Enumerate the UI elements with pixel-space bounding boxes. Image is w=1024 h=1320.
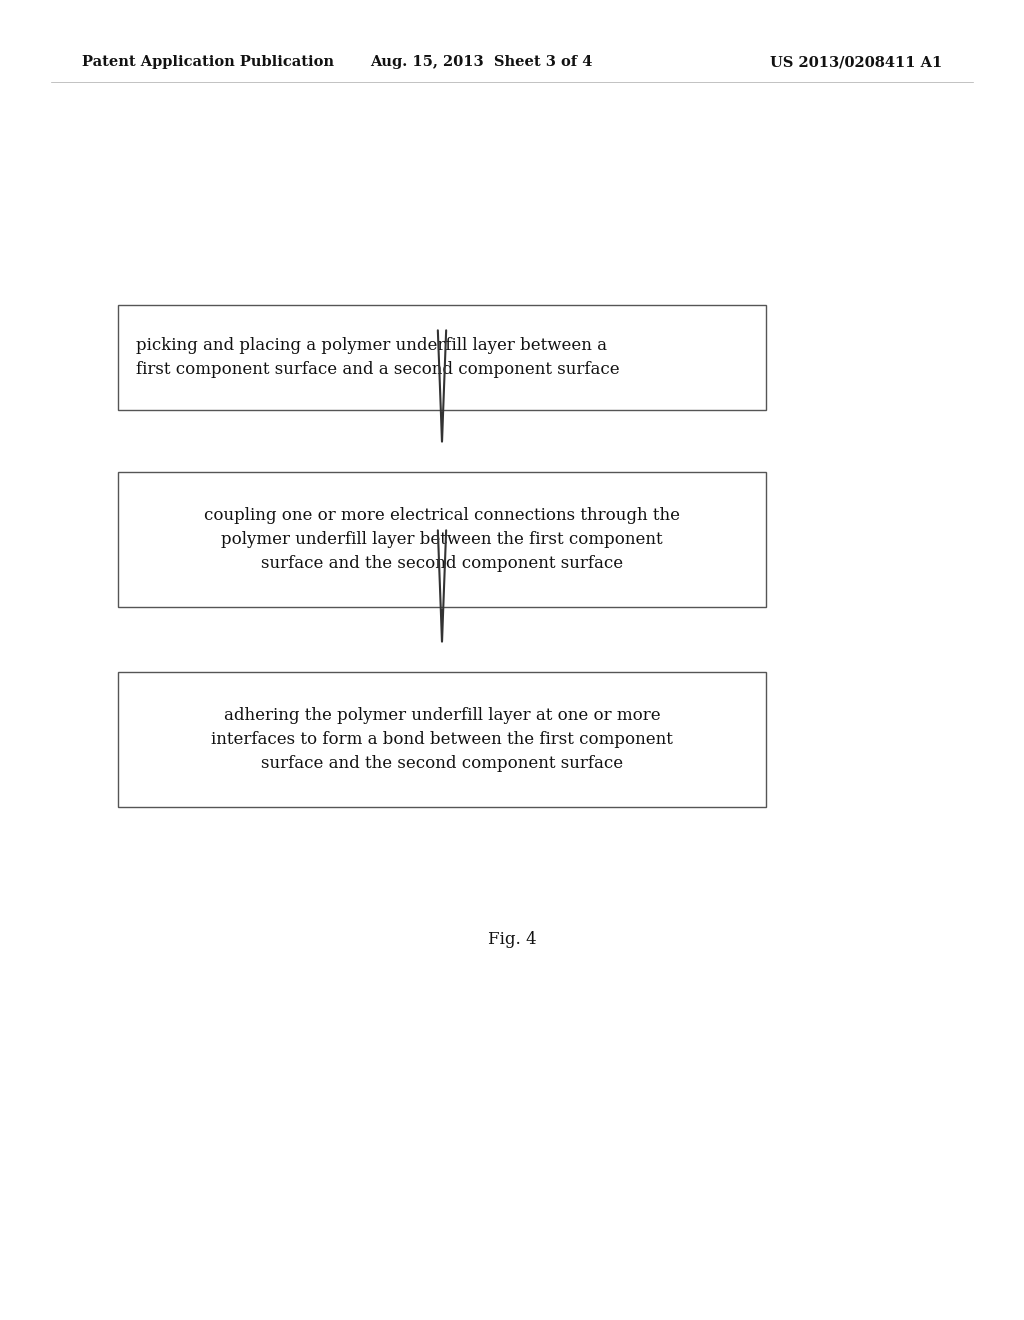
Bar — [118, 305, 766, 411]
Text: US 2013/0208411 A1: US 2013/0208411 A1 — [770, 55, 942, 69]
Text: Patent Application Publication: Patent Application Publication — [82, 55, 334, 69]
Text: coupling one or more electrical connections through the
polymer underfill layer : coupling one or more electrical connecti… — [204, 507, 680, 572]
Text: picking and placing a polymer underfill layer between a
first component surface : picking and placing a polymer underfill … — [136, 337, 620, 378]
Bar — [118, 672, 766, 807]
Bar — [118, 473, 766, 607]
Text: Fig. 4: Fig. 4 — [487, 932, 537, 949]
Text: Aug. 15, 2013  Sheet 3 of 4: Aug. 15, 2013 Sheet 3 of 4 — [370, 55, 593, 69]
Text: adhering the polymer underfill layer at one or more
interfaces to form a bond be: adhering the polymer underfill layer at … — [211, 708, 673, 771]
